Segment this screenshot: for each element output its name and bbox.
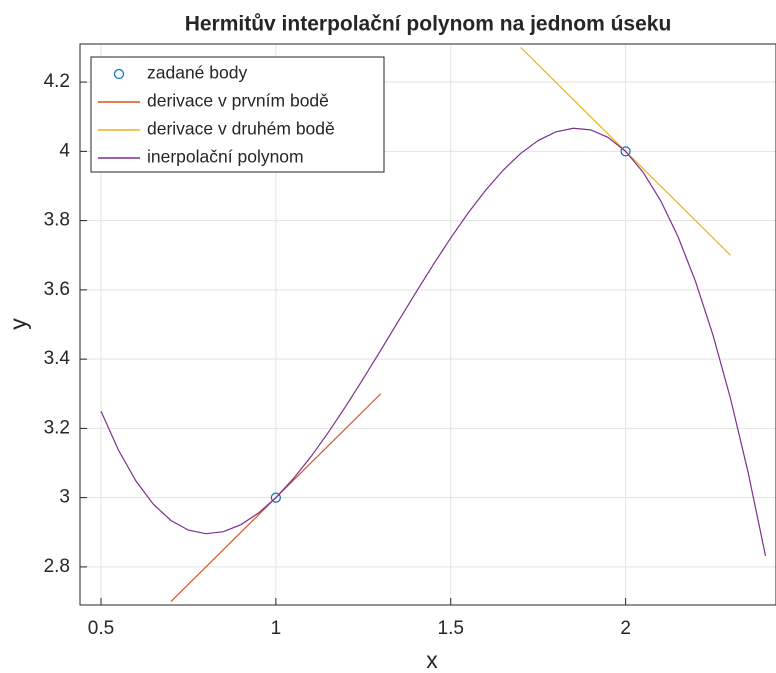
- y-tick-label: 3.2: [44, 417, 70, 438]
- legend-label: inerpolační polynom: [147, 147, 304, 167]
- legend: zadané body derivace v prvním bodě derivac…: [90, 56, 385, 173]
- data-point: [270, 492, 281, 503]
- legend-box: [90, 56, 385, 173]
- y-axis-label: y: [5, 318, 31, 330]
- y-tick-label: 4.2: [44, 71, 70, 92]
- x-tick-label: 2: [620, 618, 631, 639]
- y-tick-label: 4: [59, 140, 70, 161]
- y-tick-label: 3.6: [44, 279, 70, 300]
- y-tick-label: 2.8: [44, 556, 70, 577]
- y-tick-label: 3.8: [44, 210, 70, 231]
- legend-label: zadané body: [147, 63, 247, 83]
- legend-label: derivace v prvním bodě: [147, 91, 329, 111]
- axes: 0.5 1 1.5 2 2.8 3 3.2 3.4 3.6 3.8 4 4.2: [44, 43, 776, 639]
- x-tick-label: 1: [271, 618, 282, 639]
- x-axis-label: x: [426, 647, 438, 673]
- x-tick-label: 0.5: [88, 618, 114, 639]
- data-point: [620, 146, 631, 157]
- chart-title: Hermitův interpolační polynom na jednom …: [185, 13, 672, 36]
- y-tick-label: 3.4: [44, 348, 71, 369]
- x-tick-label: 1.5: [438, 618, 464, 639]
- y-tick-label: 3: [59, 487, 70, 508]
- legend-label: derivace v druhém bodě: [147, 119, 335, 139]
- grid: [80, 44, 776, 605]
- plot-area: [100, 47, 767, 602]
- axes-box: [79, 43, 776, 606]
- legend-marker: [113, 68, 125, 80]
- line-series: [100, 127, 767, 556]
